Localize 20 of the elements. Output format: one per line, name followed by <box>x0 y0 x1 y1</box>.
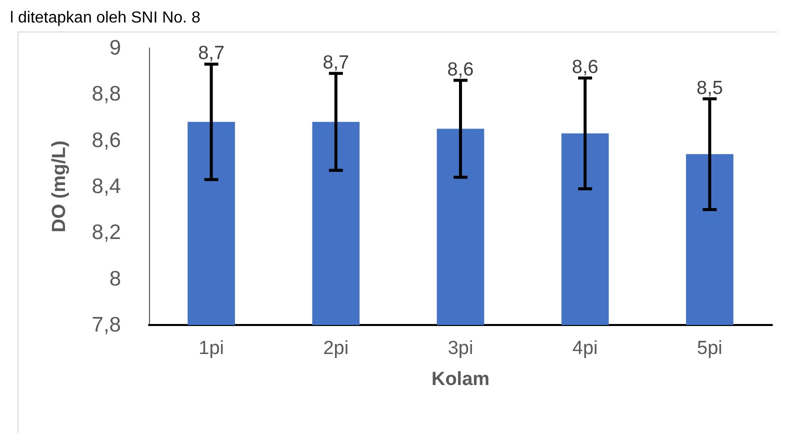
y-tick-label: 8,4 <box>92 175 122 198</box>
data-label: 8,6 <box>447 59 474 80</box>
y-tick-label: 8 <box>109 267 121 290</box>
y-tick-label: 7,8 <box>92 314 121 336</box>
data-label: 8,6 <box>572 57 598 78</box>
data-label: 8,7 <box>322 52 350 74</box>
y-tick-label: 8,2 <box>92 221 121 244</box>
y-tick-label: 8,6 <box>92 128 121 152</box>
y-tick-label: 8,8 <box>92 82 121 106</box>
data-label: 8,7 <box>198 43 225 64</box>
data-label: 8,5 <box>696 78 723 99</box>
x-tick-label: 3pi <box>448 338 474 359</box>
x-tick-label: 5pi <box>697 338 722 359</box>
x-tick-label: 4pi <box>572 338 598 359</box>
y-axis-title: DO (mg/L) <box>49 140 70 232</box>
text: l ditetapkan oleh SNI No. 8 <box>10 10 200 26</box>
x-axis-title: Kolam <box>431 369 490 390</box>
x-tick-label: 2pi <box>323 338 349 359</box>
x-tick-label: 1pi <box>198 338 224 359</box>
y-tick-label: 9 <box>109 36 121 60</box>
